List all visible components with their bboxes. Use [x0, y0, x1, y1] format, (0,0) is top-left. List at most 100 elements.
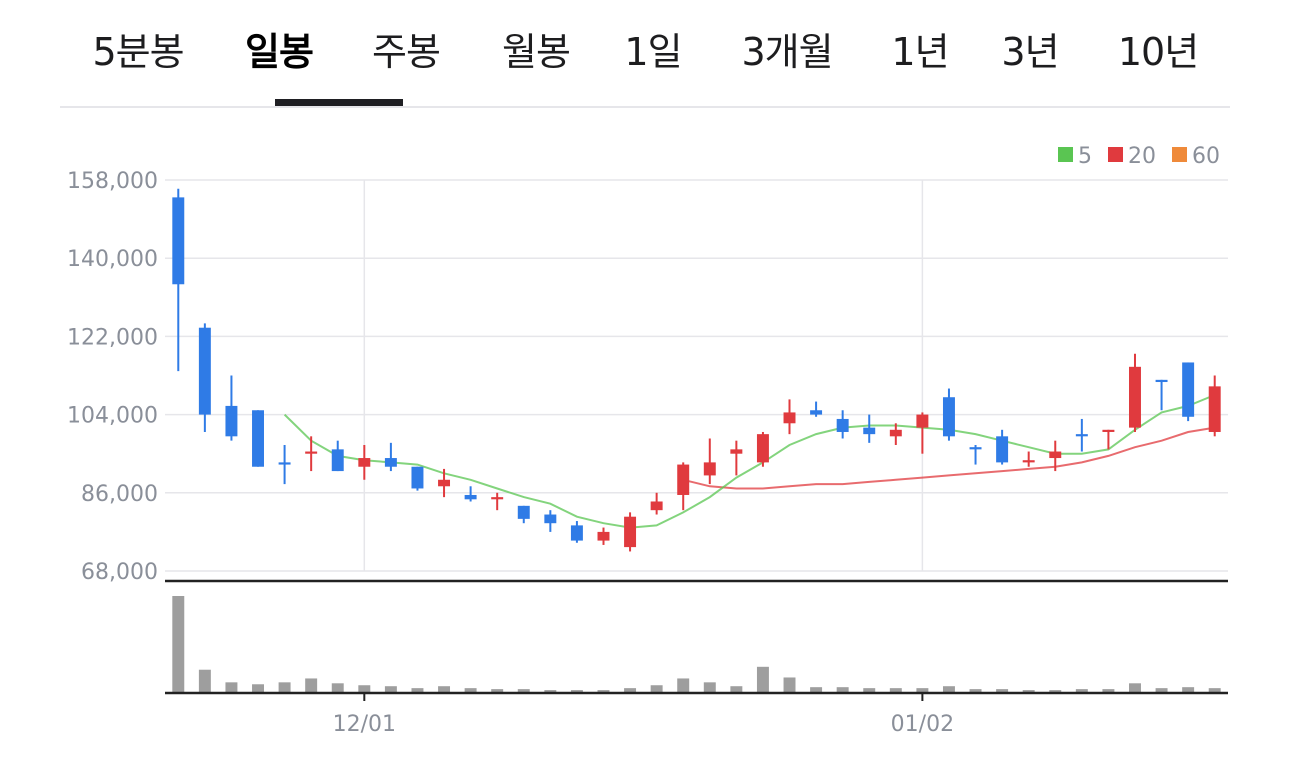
- candle-body: [252, 410, 264, 467]
- candle-body: [1129, 366, 1141, 428]
- candle: [491, 492, 504, 511]
- candle: [996, 429, 1009, 465]
- y-tick-label: 68,000: [81, 560, 158, 585]
- candle-body: [172, 197, 185, 285]
- y-tick-label: 104,000: [67, 404, 158, 429]
- candle: [889, 423, 902, 446]
- candle: [544, 510, 557, 532]
- tab-daily[interactable]: 일봉: [245, 30, 314, 74]
- legend-swatch: [1172, 147, 1187, 162]
- candle-body: [969, 447, 982, 450]
- volume-bar: [544, 690, 557, 693]
- candle: [650, 492, 663, 515]
- volume-bar: [172, 596, 185, 693]
- candle: [1102, 429, 1115, 450]
- volume-bar: [1129, 683, 1141, 693]
- candle-body: [916, 414, 929, 428]
- grid-lines: [165, 179, 1228, 572]
- y-axis: 158,000 140,000 122,000 104,000 86,000 68,000: [67, 169, 158, 585]
- candle-body: [225, 405, 238, 437]
- candle-body: [942, 397, 955, 437]
- candle-body: [1049, 451, 1062, 459]
- tab-10years[interactable]: 10년: [1117, 30, 1199, 74]
- candle-body: [730, 449, 743, 454]
- candle: [863, 414, 876, 443]
- candle-body: [756, 434, 769, 463]
- candle-body: [677, 464, 690, 495]
- candle-body: [278, 462, 291, 465]
- candle-body: [996, 436, 1009, 463]
- candle-body: [783, 412, 796, 424]
- axes: [165, 579, 1228, 695]
- candle: [331, 440, 344, 472]
- volume-bar: [810, 687, 823, 693]
- volume-bar: [411, 688, 424, 693]
- candle: [677, 462, 690, 511]
- tab-1day[interactable]: 1일: [624, 30, 682, 74]
- candle-body: [889, 429, 902, 437]
- candle: [305, 436, 318, 472]
- active-tab-indicator: [275, 99, 403, 106]
- volume-bar: [570, 690, 583, 693]
- candle: [172, 188, 185, 372]
- candle-body: [570, 525, 583, 541]
- candle-body: [305, 451, 318, 454]
- candle: [464, 486, 477, 502]
- tab-3years[interactable]: 3년: [1001, 30, 1059, 74]
- candle-body: [331, 449, 344, 472]
- x-tick-label: 01/02: [891, 712, 954, 737]
- volume-bar: [942, 686, 955, 693]
- candle: [1208, 375, 1221, 437]
- candle: [783, 399, 796, 435]
- x-axis: 12/01 01/02: [333, 693, 954, 737]
- volume-bar: [1075, 689, 1088, 693]
- candle: [836, 410, 849, 439]
- candle-body: [1155, 379, 1168, 383]
- volume-bar: [836, 687, 849, 693]
- volume-bar: [730, 686, 743, 693]
- volume-bar: [331, 683, 344, 693]
- tab-weekly[interactable]: 주봉: [372, 30, 441, 74]
- candle: [198, 323, 211, 432]
- candle: [756, 431, 769, 467]
- volume-bar: [916, 688, 929, 693]
- candle: [703, 438, 716, 485]
- volume-bar: [624, 688, 637, 693]
- y-tick-label: 86,000: [81, 482, 158, 507]
- candle-body: [1182, 362, 1195, 417]
- legend-swatch: [1108, 147, 1123, 162]
- candle-body: [836, 418, 849, 432]
- tab-monthly[interactable]: 월봉: [502, 30, 571, 74]
- volume-bar: [783, 677, 796, 693]
- candle: [517, 505, 530, 524]
- volume-bar: [969, 689, 982, 693]
- candle: [1075, 418, 1088, 452]
- candle-body: [438, 479, 451, 487]
- legend-swatch: [1058, 147, 1073, 162]
- volume-bar: [438, 686, 451, 693]
- candle-body: [544, 514, 557, 524]
- candle: [384, 442, 397, 472]
- candle-body: [597, 531, 610, 541]
- legend-label: 5: [1078, 144, 1092, 169]
- candle: [597, 527, 610, 545]
- volume-bar: [703, 682, 716, 693]
- candle: [438, 468, 451, 498]
- tab-1year[interactable]: 1년: [891, 30, 949, 74]
- candle: [1182, 362, 1195, 422]
- volume-bar: [650, 685, 663, 693]
- tab-5min[interactable]: 5분봉: [92, 30, 184, 74]
- volume-bar: [491, 689, 504, 693]
- candle: [810, 401, 823, 417]
- volume-bar: [305, 678, 318, 693]
- candle-body: [703, 462, 716, 476]
- candle-body: [1102, 429, 1115, 432]
- tab-3months[interactable]: 3개월: [741, 30, 833, 74]
- volume-bar: [198, 669, 211, 693]
- candle-body: [624, 516, 637, 548]
- candle: [225, 375, 238, 441]
- candle: [278, 445, 291, 485]
- x-tick-label: 12/01: [333, 712, 396, 737]
- volume-bar: [996, 689, 1009, 693]
